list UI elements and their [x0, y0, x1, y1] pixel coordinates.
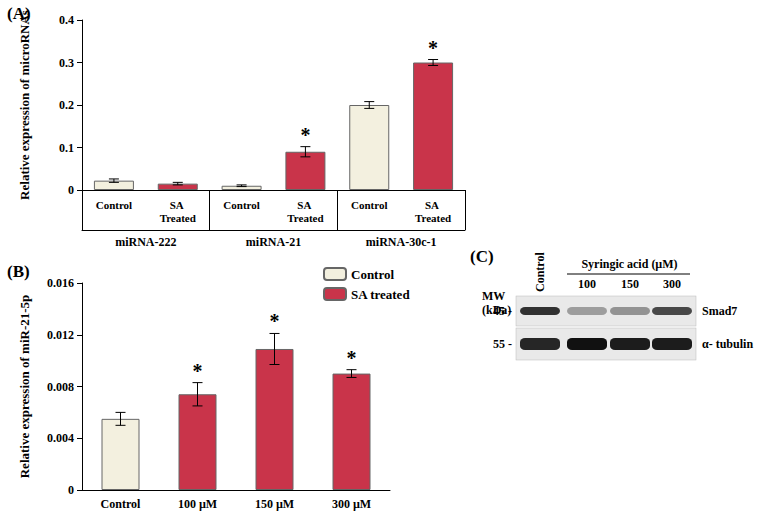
svg-text:0.4: 0.4	[59, 13, 74, 27]
svg-text:MW: MW	[482, 289, 505, 303]
svg-text:300 µM: 300 µM	[332, 497, 371, 511]
svg-text:0: 0	[68, 483, 74, 497]
svg-text:0.004: 0.004	[47, 431, 74, 445]
svg-text:0.1: 0.1	[59, 141, 74, 155]
svg-text:0.012: 0.012	[47, 328, 74, 342]
svg-text:0.016: 0.016	[47, 276, 74, 290]
svg-text:0: 0	[68, 183, 74, 197]
svg-text:*: *	[270, 310, 280, 332]
svg-text:100 µM: 100 µM	[178, 497, 217, 511]
svg-text:SA: SA	[425, 199, 441, 211]
svg-text:SA treated: SA treated	[351, 287, 410, 302]
svg-text:miRNA-30c-1: miRNA-30c-1	[366, 235, 437, 249]
svg-text:0.2: 0.2	[59, 98, 74, 112]
svg-text:*: *	[193, 360, 203, 382]
svg-text:α- tubulin: α- tubulin	[702, 337, 753, 351]
svg-text:45 -: 45 -	[493, 304, 512, 318]
svg-text:0.3: 0.3	[59, 56, 74, 70]
svg-text:Relative expression of microRN: Relative expression of microRNAs	[17, 10, 32, 200]
svg-text:(kDa): (kDa)	[482, 303, 511, 317]
svg-text:Control: Control	[351, 199, 387, 211]
svg-text:Treated: Treated	[287, 212, 323, 224]
svg-text:150: 150	[621, 277, 639, 291]
svg-text:*: *	[300, 124, 310, 146]
svg-text:150 µM: 150 µM	[255, 497, 294, 511]
svg-text:Control: Control	[96, 199, 132, 211]
svg-text:55 -: 55 -	[493, 337, 512, 351]
svg-text:Treated: Treated	[415, 212, 451, 224]
svg-text:Control: Control	[533, 252, 547, 292]
svg-text:Syringic acid (µM): Syringic acid (µM)	[581, 257, 677, 271]
svg-text:(C): (C)	[470, 247, 494, 266]
svg-text:0.008: 0.008	[47, 380, 74, 394]
svg-text:100: 100	[578, 277, 596, 291]
svg-text:Treated: Treated	[160, 212, 196, 224]
svg-text:(A): (A)	[7, 4, 31, 23]
svg-text:Control: Control	[351, 267, 394, 282]
svg-text:Control: Control	[223, 199, 259, 211]
svg-text:SA: SA	[170, 199, 186, 211]
svg-text:(B): (B)	[7, 262, 30, 281]
svg-text:miRNA-222: miRNA-222	[115, 235, 176, 249]
svg-text:*: *	[428, 37, 438, 59]
svg-text:300: 300	[663, 277, 681, 291]
svg-text:Control: Control	[101, 497, 141, 511]
svg-text:Relative expression of miR-21-: Relative expression of miR-21-5p	[17, 295, 32, 479]
svg-text:Smad7: Smad7	[702, 304, 737, 318]
svg-text:*: *	[347, 347, 357, 369]
svg-text:SA: SA	[297, 199, 313, 211]
svg-text:miRNA-21: miRNA-21	[246, 235, 301, 249]
